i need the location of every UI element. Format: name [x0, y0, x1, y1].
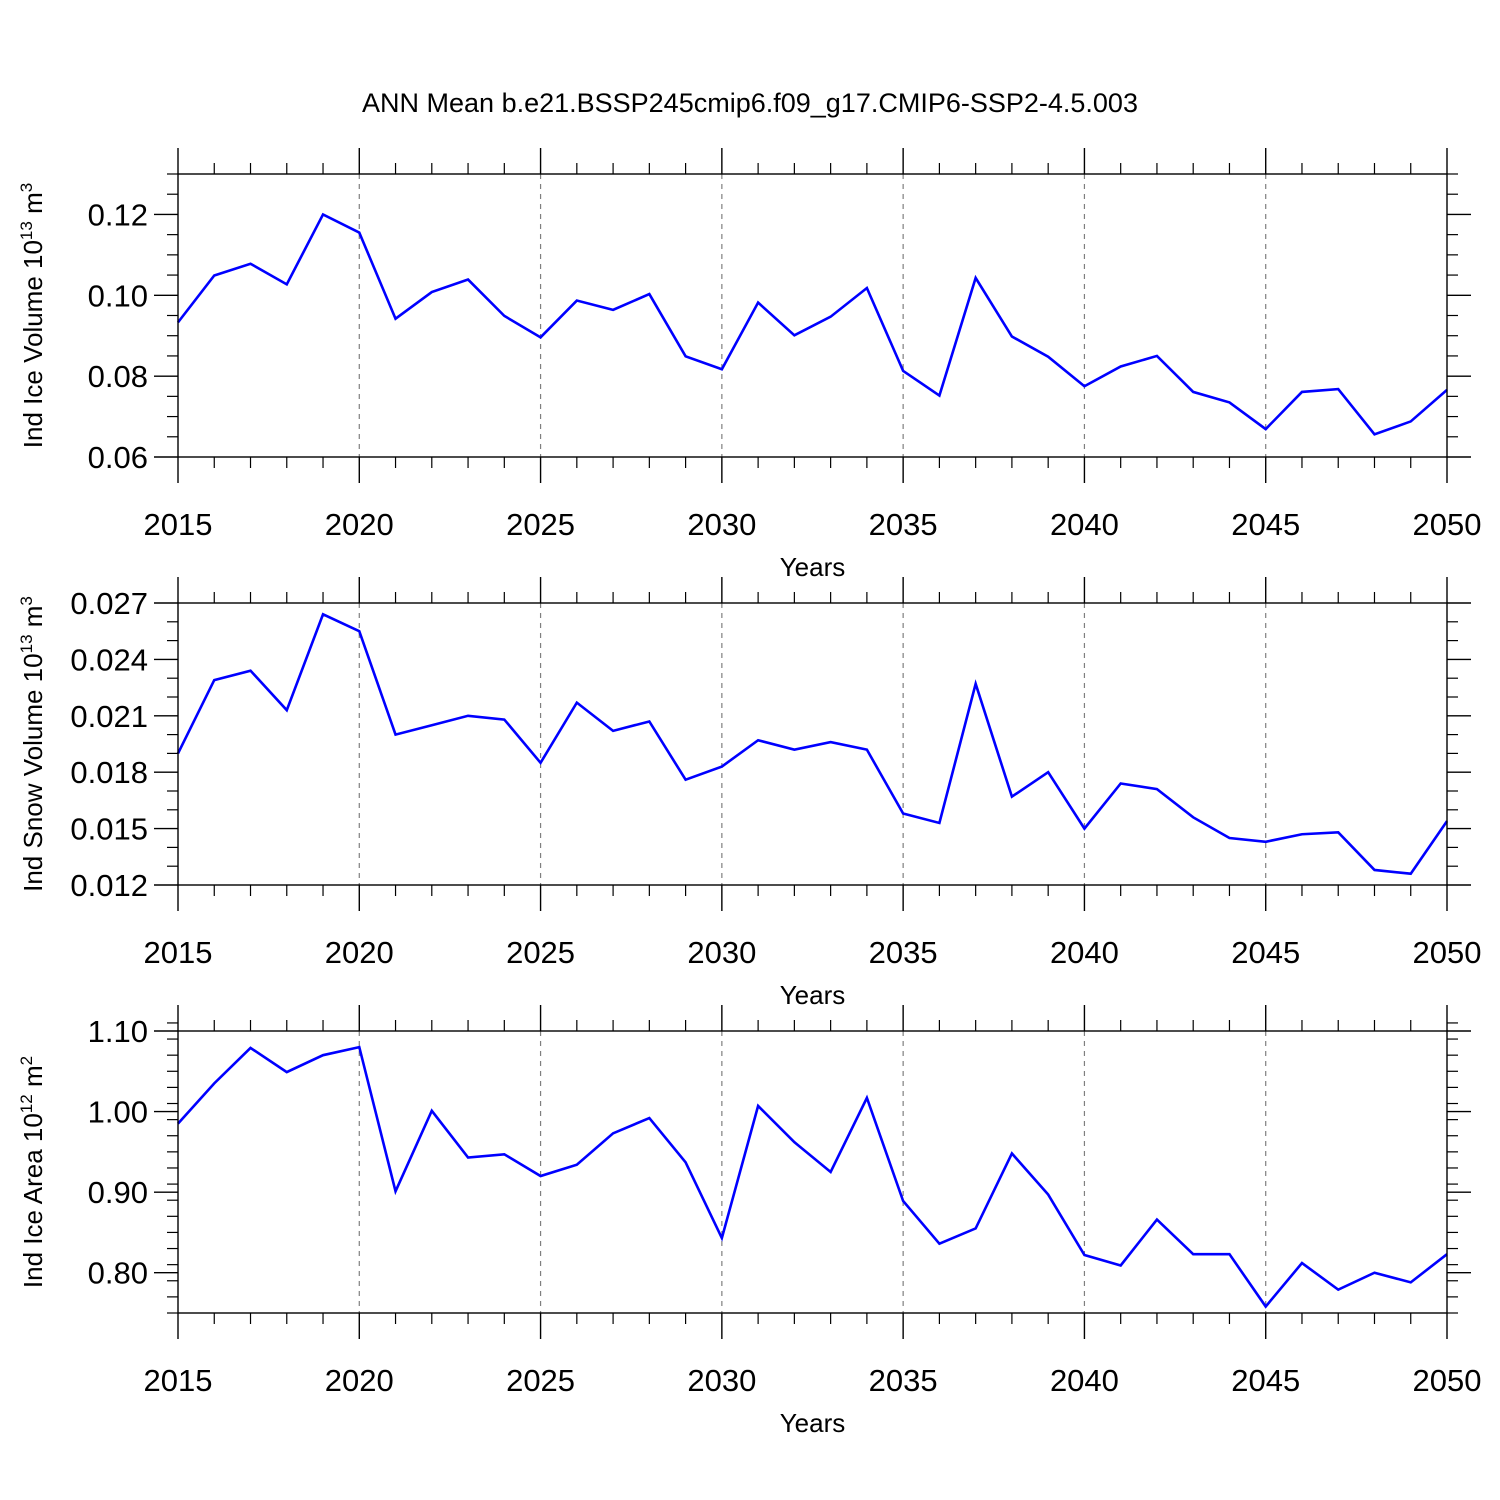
- x-tick-label: 2020: [325, 507, 394, 542]
- x-tick-label: 2015: [144, 507, 213, 542]
- series-line: [176, 612, 1449, 876]
- y-tick-label: 0.08: [88, 359, 148, 394]
- plot-frame: [177, 1030, 1448, 1314]
- series-line: [177, 1045, 1448, 1309]
- y-tick-label: 0.80: [88, 1256, 148, 1291]
- x-tick-label: 2030: [687, 935, 756, 970]
- plot-frame: [177, 602, 1448, 886]
- x-tick-label: 2040: [1050, 935, 1119, 970]
- y-tick-label: 1.10: [88, 1014, 148, 1049]
- x-tick-label: 2050: [1413, 935, 1482, 970]
- chart-panel-2: 0.012 0.015 0.018 0.021 0.024 0.027 2015 2020 20…: [17, 577, 1481, 1010]
- x-tick-label: 2015: [144, 935, 213, 970]
- x-tick-label: 2035: [869, 1363, 938, 1398]
- x-tick-label: 2045: [1231, 507, 1300, 542]
- x-tick-label: 2025: [506, 935, 575, 970]
- y-axis-label: Ind Snow Volume 1013 m3: [17, 596, 48, 892]
- x-tick-label: 2025: [506, 507, 575, 542]
- y-tick-label: 0.027: [70, 586, 148, 621]
- x-tick-label: 2040: [1050, 1363, 1119, 1398]
- y-tick-label: 1.00: [88, 1095, 148, 1130]
- y-axis-label: Ind Ice Area 1012 m2: [17, 1056, 48, 1288]
- x-tick-label: 2035: [869, 507, 938, 542]
- x-tick-label: 2025: [506, 1363, 575, 1398]
- y-tick-label: 0.06: [88, 440, 148, 475]
- y-tick-label: 0.10: [88, 278, 148, 313]
- y-tick-label: 0.012: [70, 868, 148, 903]
- y-axis-label: Ind Ice Volume 1013 m3: [17, 183, 48, 448]
- plot-frame: [177, 173, 1448, 458]
- x-tick-label: 2015: [144, 1363, 213, 1398]
- x-tick-label: 2045: [1231, 935, 1300, 970]
- y-tick-label: 0.12: [88, 197, 148, 232]
- chart-panel-1: 0.06 0.08 0.10 0.12 2015 2020 2025 2030 2035 2040…: [17, 148, 1481, 582]
- x-axis-label: Years: [780, 1408, 846, 1438]
- x-axis-label: Years: [780, 552, 846, 582]
- x-tick-label: 2045: [1231, 1363, 1300, 1398]
- y-tick-label: 0.018: [70, 755, 148, 790]
- series-line: [176, 212, 1448, 436]
- y-tick-label: 0.024: [70, 642, 148, 677]
- x-tick-label: 2020: [325, 935, 394, 970]
- x-tick-label: 2050: [1413, 1363, 1482, 1398]
- x-tick-label: 2030: [687, 507, 756, 542]
- y-tick-label: 0.021: [70, 699, 148, 734]
- x-tick-label: 2050: [1413, 507, 1482, 542]
- x-tick-label: 2035: [869, 935, 938, 970]
- y-tick-label: 0.90: [88, 1175, 148, 1210]
- chart-title: ANN Mean b.e21.BSSP245cmip6.f09_g17.CMIP…: [362, 88, 1138, 118]
- y-tick-label: 0.015: [70, 812, 148, 847]
- x-tick-label: 2030: [687, 1363, 756, 1398]
- x-axis-label: Years: [780, 980, 846, 1010]
- x-tick-label: 2040: [1050, 507, 1119, 542]
- chart-panel-3: 0.80 0.90 1.00 1.10 2015 2020 2025 2030 2035 2040…: [17, 1005, 1481, 1438]
- x-tick-label: 2020: [325, 1363, 394, 1398]
